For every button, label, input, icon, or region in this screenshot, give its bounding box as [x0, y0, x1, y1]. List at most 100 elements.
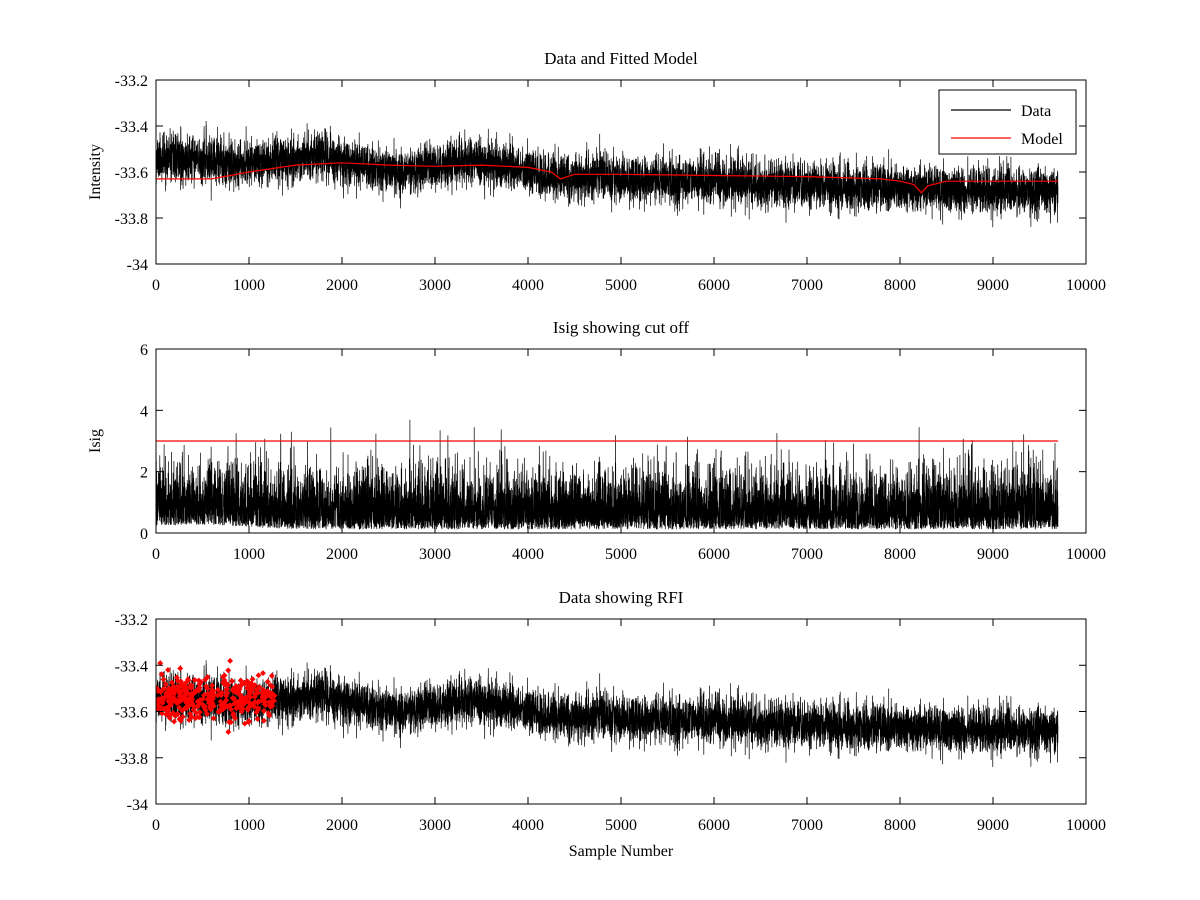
rfi-marker: [220, 700, 227, 707]
rfi-marker: [215, 686, 221, 693]
x-tick-label: 0: [152, 277, 160, 294]
rfi-marker: [179, 707, 186, 714]
series-group: [156, 657, 1059, 768]
rfi-marker: [254, 690, 261, 696]
rfi-marker: [210, 688, 217, 695]
rfi-marker: [230, 687, 237, 694]
rfi-marker: [268, 672, 275, 679]
rfi-marker: [176, 693, 183, 700]
rfi-marker: [269, 683, 276, 690]
rfi-marker: [164, 704, 171, 711]
y-tick-label: 6: [140, 342, 148, 359]
rfi-marker: [253, 709, 260, 716]
rfi-marker: [251, 703, 258, 710]
rfi-marker: [187, 710, 194, 717]
rfi-marker: [254, 715, 261, 722]
rfi-marker: [171, 718, 178, 725]
rfi-marker: [223, 686, 230, 693]
x-tick-label: 0: [152, 817, 160, 834]
rfi-marker: [177, 665, 184, 672]
rfi-marker: [158, 695, 165, 702]
rfi-marker: [260, 686, 267, 693]
rfi-marker: [229, 695, 236, 702]
rfi-marker: [167, 701, 174, 708]
rfi-marker: [165, 698, 172, 705]
chart-panel-1: 0 1000 2000 3000 4000 5000 6000 7000 8000 9000 100…: [87, 49, 1106, 294]
rfi-marker: [231, 700, 238, 707]
y-tick-label: -33.4: [115, 658, 148, 675]
rfi-marker: [264, 678, 271, 685]
rfi-marker: [188, 692, 194, 699]
rfi-marker: [188, 682, 195, 689]
rfi-marker: [161, 694, 168, 701]
x-tick-label: 8000: [884, 277, 916, 294]
rfi-marker: [225, 667, 232, 674]
rfi-marker: [247, 690, 253, 697]
rfi-marker: [260, 707, 267, 714]
rfi-marker: [196, 709, 203, 716]
rfi-marker: [175, 678, 181, 684]
rfi-marker: [221, 677, 228, 684]
x-tick-label: 7000: [791, 546, 823, 563]
rfi-marker: [174, 685, 181, 692]
x-tick-label: 2000: [326, 817, 358, 834]
rfi-marker: [267, 702, 274, 709]
x-tick-label: 7000: [791, 817, 823, 834]
rfi-marker: [220, 706, 227, 713]
rfi-marker: [215, 709, 222, 715]
legend: Data Model: [938, 89, 1077, 155]
y-tick-label: -33.2: [115, 73, 148, 90]
rfi-marker: [238, 708, 245, 715]
x-tick-label: 5000: [605, 817, 637, 834]
y-tick-label: -33.8: [115, 211, 148, 228]
rfi-marker: [264, 688, 271, 694]
rfi-marker: [204, 710, 210, 717]
x-tick-label: 10000: [1066, 817, 1106, 834]
data-trace: [156, 419, 1059, 530]
rfi-marker: [166, 715, 173, 721]
x-tick-label: 4000: [512, 277, 544, 294]
rfi-marker: [237, 677, 244, 684]
rfi-marker: [234, 704, 241, 710]
x-tick-label: 9000: [977, 277, 1009, 294]
legend-label: Model: [1021, 131, 1063, 148]
x-tick-label: 1000: [233, 546, 265, 563]
rfi-marker: [162, 681, 169, 688]
rfi-marker: [174, 710, 181, 717]
rfi-marker: [168, 688, 174, 695]
rfi-marker: [156, 705, 161, 712]
rfi-marker: [209, 682, 216, 689]
rfi-marker: [179, 713, 186, 720]
rfi-marker: [262, 693, 268, 700]
rfi-marker: [196, 700, 203, 707]
legend-label: Data: [1021, 103, 1051, 120]
x-tick-label: 5000: [605, 546, 637, 563]
rfi-marker: [210, 715, 217, 722]
rfi-marker: [160, 676, 167, 683]
rfi-marker: [194, 703, 201, 710]
x-tick-label: 4000: [512, 546, 544, 563]
chart-title: Isig showing cut off: [553, 318, 689, 337]
rfi-marker: [176, 698, 182, 704]
y-tick-label: -33.2: [115, 612, 148, 629]
chart-panel-3: 0 1000 2000 3000 4000 5000 6000 7000 8000 9000 100…: [115, 588, 1106, 860]
rfi-marker: [221, 672, 228, 679]
data-trace: [156, 660, 1059, 768]
x-tick-label: 3000: [419, 277, 451, 294]
rfi-marker: [156, 684, 160, 691]
rfi-marker: [237, 682, 244, 689]
rfi-marker: [201, 703, 208, 710]
rfi-marker: [190, 702, 197, 709]
rfi-marker: [183, 699, 190, 706]
rfi-marker: [230, 712, 237, 719]
x-tick-label: 4000: [512, 817, 544, 834]
rfi-marker: [260, 670, 266, 677]
rfi-marker: [180, 693, 187, 700]
rfi-marker: [265, 710, 272, 717]
rfi-marker: [176, 704, 182, 711]
rfi-marker: [196, 714, 203, 721]
rfi-marker: [196, 687, 202, 694]
y-tick-label: -33.4: [115, 119, 148, 136]
x-tick-label: 6000: [698, 817, 730, 834]
